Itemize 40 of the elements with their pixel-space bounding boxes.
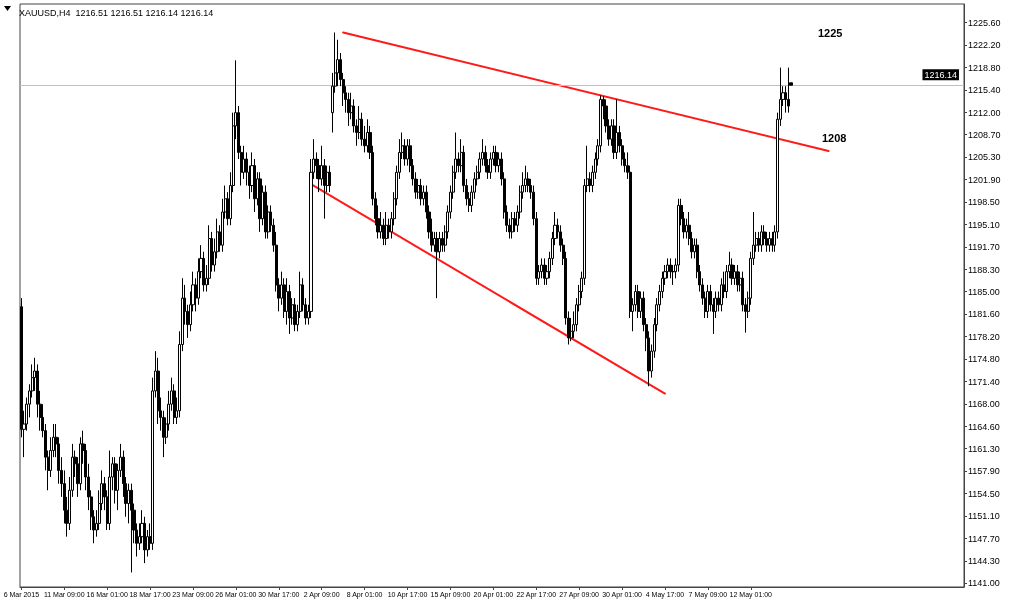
candlestick — [264, 185, 267, 240]
y-tick-label: 1151.10 — [968, 511, 1000, 522]
y-tick-label: 1205.30 — [968, 152, 1001, 163]
y-tick-label: 1201.90 — [968, 174, 1001, 185]
ref-line-label: 1216.14 — [924, 69, 957, 80]
y-tick-label: 1188.30 — [968, 264, 1000, 275]
y-tick-label: 1147.70 — [968, 533, 1000, 544]
candlestick — [768, 231, 771, 253]
y-tick-label: 1157.90 — [968, 466, 1000, 477]
y-tick-label: 1195.10 — [968, 219, 1000, 230]
y-tick-label: 1164.60 — [968, 421, 1000, 432]
y-tick-label: 1141.00 — [968, 578, 1000, 589]
candlestick — [760, 224, 763, 253]
y-tick-label: 1174.80 — [968, 354, 1000, 365]
y-tick-label: 1154.50 — [968, 488, 1000, 499]
candlestick — [494, 145, 498, 173]
y-tick-label: 1171.40 — [968, 376, 1000, 387]
y-tick-label: 1212.00 — [968, 107, 1001, 118]
y-tick-label: 1208.70 — [968, 129, 1001, 140]
candlestick — [615, 98, 618, 160]
annotation: 1208 — [822, 131, 847, 144]
y-tick-label: 1181.60 — [968, 309, 1000, 320]
y-tick-label: 1218.80 — [968, 62, 1001, 73]
candlestick — [130, 483, 133, 573]
candlestick — [787, 67, 790, 114]
y-tick-label: 1185.00 — [968, 286, 1000, 297]
candlestick — [736, 264, 739, 293]
annotation: 1225 — [818, 26, 843, 39]
y-tick-label: 1168.00 — [968, 399, 1000, 410]
y-tick-label: 1198.50 — [968, 197, 1000, 208]
candlestick — [543, 257, 546, 286]
y-tick-label: 1161.30 — [968, 443, 1000, 454]
y-tick-label: 1215.40 — [968, 85, 1001, 96]
y-tick-label: 1144.30 — [968, 556, 1000, 567]
y-tick-label: 1191.70 — [968, 242, 1000, 253]
y-tick-label: 1222.20 — [968, 40, 1001, 51]
y-tick-label: 1178.20 — [968, 331, 1000, 342]
candlestick — [435, 231, 439, 299]
y-tick-label: 1225.60 — [968, 17, 1001, 28]
chart-title: XAUUSD,H4 1216.51 1216.51 1216.14 1216.14 — [19, 7, 214, 18]
